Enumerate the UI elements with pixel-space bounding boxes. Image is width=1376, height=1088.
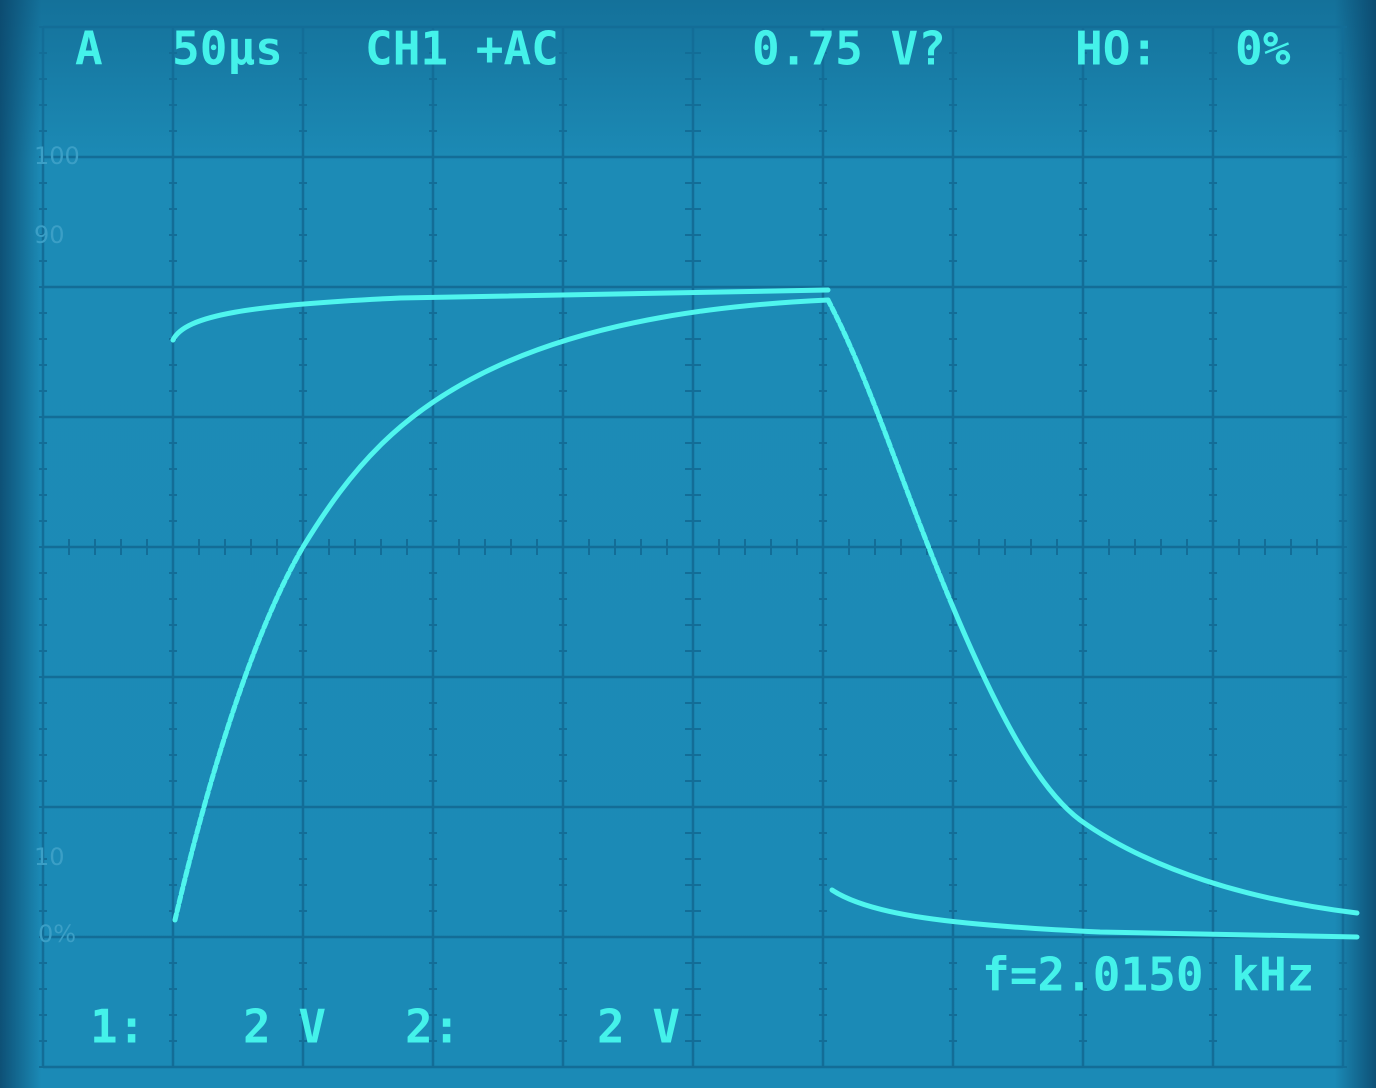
ch2-label: 2:	[405, 1000, 460, 1054]
holdoff: 0%	[1235, 22, 1291, 76]
graticule-label: 100	[34, 142, 80, 170]
trigger-level: 0.75 V?	[752, 22, 946, 76]
oscilloscope-screen: 100 90 10 0% A 50μs CH1 +AC 0.75 V? HO: …	[0, 0, 1376, 1088]
frequency: f=2.0150 kHz	[982, 948, 1314, 1002]
graticule-label: 10	[34, 843, 65, 871]
timebase: 50μs	[172, 22, 283, 76]
ch2-scale: 2 V	[597, 1000, 680, 1054]
channel: CH1 +AC	[365, 22, 559, 76]
graticule-label: 90	[34, 221, 65, 249]
page: 100 90 10 0% A 50μs CH1 +AC 0.75 V? HO: …	[0, 0, 1376, 1088]
holdoff-label: HO:	[1075, 22, 1158, 76]
screen-edge	[0, 0, 1376, 1088]
ch1-label: 1:	[90, 1000, 145, 1054]
ch1-scale: 2 V	[243, 1000, 326, 1054]
trigger: A	[75, 22, 103, 76]
graticule-label: 0%	[38, 920, 76, 948]
